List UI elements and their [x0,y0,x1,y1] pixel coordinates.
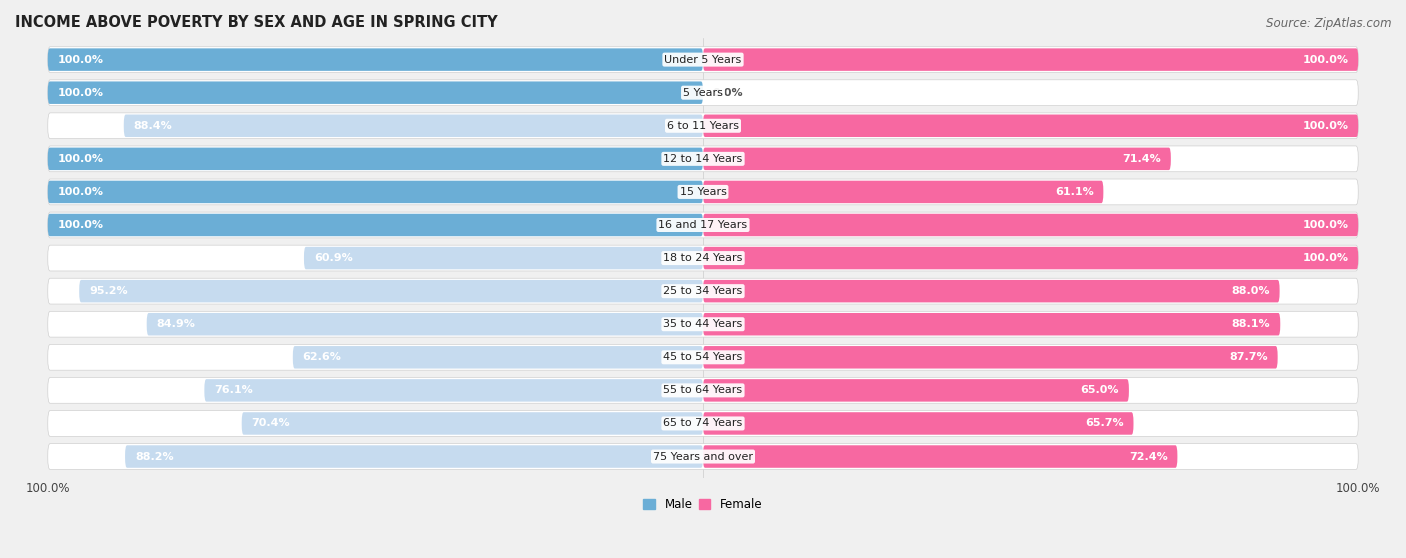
FancyBboxPatch shape [48,80,1358,105]
FancyBboxPatch shape [48,344,1358,370]
FancyBboxPatch shape [48,214,703,236]
Text: 25 to 34 Years: 25 to 34 Years [664,286,742,296]
FancyBboxPatch shape [242,412,703,435]
FancyBboxPatch shape [125,445,703,468]
Text: 88.4%: 88.4% [134,121,173,131]
Text: 76.1%: 76.1% [214,386,253,396]
Text: 100.0%: 100.0% [1302,121,1348,131]
FancyBboxPatch shape [703,412,1133,435]
Text: 100.0%: 100.0% [58,88,104,98]
FancyBboxPatch shape [124,114,703,137]
Text: 100.0%: 100.0% [1302,220,1348,230]
FancyBboxPatch shape [703,445,1177,468]
FancyBboxPatch shape [48,245,1358,271]
FancyBboxPatch shape [48,113,1358,139]
Text: 16 and 17 Years: 16 and 17 Years [658,220,748,230]
Text: 65 to 74 Years: 65 to 74 Years [664,418,742,429]
FancyBboxPatch shape [48,146,1358,172]
Text: 100.0%: 100.0% [58,55,104,65]
FancyBboxPatch shape [703,49,1358,71]
Text: 84.9%: 84.9% [156,319,195,329]
Text: INCOME ABOVE POVERTY BY SEX AND AGE IN SPRING CITY: INCOME ABOVE POVERTY BY SEX AND AGE IN S… [15,15,498,30]
FancyBboxPatch shape [48,411,1358,436]
FancyBboxPatch shape [703,148,1171,170]
FancyBboxPatch shape [48,377,1358,403]
Text: 70.4%: 70.4% [252,418,290,429]
Text: Source: ZipAtlas.com: Source: ZipAtlas.com [1267,17,1392,30]
FancyBboxPatch shape [48,278,1358,304]
FancyBboxPatch shape [48,47,1358,73]
Text: 65.0%: 65.0% [1081,386,1119,396]
FancyBboxPatch shape [304,247,703,270]
Legend: Male, Female: Male, Female [638,494,768,516]
Text: 72.4%: 72.4% [1129,451,1167,461]
Text: 100.0%: 100.0% [58,154,104,164]
FancyBboxPatch shape [79,280,703,302]
Text: 35 to 44 Years: 35 to 44 Years [664,319,742,329]
FancyBboxPatch shape [703,214,1358,236]
Text: 100.0%: 100.0% [1302,253,1348,263]
Text: 45 to 54 Years: 45 to 54 Years [664,352,742,362]
Text: 62.6%: 62.6% [302,352,342,362]
Text: 95.2%: 95.2% [89,286,128,296]
Text: 61.1%: 61.1% [1054,187,1094,197]
Text: 6 to 11 Years: 6 to 11 Years [666,121,740,131]
FancyBboxPatch shape [48,212,1358,238]
FancyBboxPatch shape [204,379,703,402]
FancyBboxPatch shape [703,346,1278,368]
FancyBboxPatch shape [703,280,1279,302]
FancyBboxPatch shape [146,313,703,335]
Text: 55 to 64 Years: 55 to 64 Years [664,386,742,396]
FancyBboxPatch shape [703,247,1358,270]
FancyBboxPatch shape [703,313,1281,335]
Text: 12 to 14 Years: 12 to 14 Years [664,154,742,164]
FancyBboxPatch shape [48,311,1358,337]
FancyBboxPatch shape [48,181,703,203]
FancyBboxPatch shape [48,49,703,71]
FancyBboxPatch shape [292,346,703,368]
FancyBboxPatch shape [48,81,703,104]
Text: 88.2%: 88.2% [135,451,173,461]
FancyBboxPatch shape [48,179,1358,205]
Text: Under 5 Years: Under 5 Years [665,55,741,65]
Text: 88.0%: 88.0% [1232,286,1270,296]
Text: 71.4%: 71.4% [1122,154,1161,164]
FancyBboxPatch shape [48,148,703,170]
FancyBboxPatch shape [703,181,1104,203]
FancyBboxPatch shape [703,379,1129,402]
Text: 0.0%: 0.0% [713,88,744,98]
Text: 100.0%: 100.0% [58,187,104,197]
FancyBboxPatch shape [703,114,1358,137]
Text: 100.0%: 100.0% [58,220,104,230]
Text: 65.7%: 65.7% [1085,418,1123,429]
Text: 60.9%: 60.9% [314,253,353,263]
Text: 5 Years: 5 Years [683,88,723,98]
Text: 88.1%: 88.1% [1232,319,1271,329]
Text: 100.0%: 100.0% [1302,55,1348,65]
Text: 75 Years and over: 75 Years and over [652,451,754,461]
Text: 15 Years: 15 Years [679,187,727,197]
Text: 87.7%: 87.7% [1229,352,1268,362]
Text: 18 to 24 Years: 18 to 24 Years [664,253,742,263]
FancyBboxPatch shape [48,444,1358,469]
